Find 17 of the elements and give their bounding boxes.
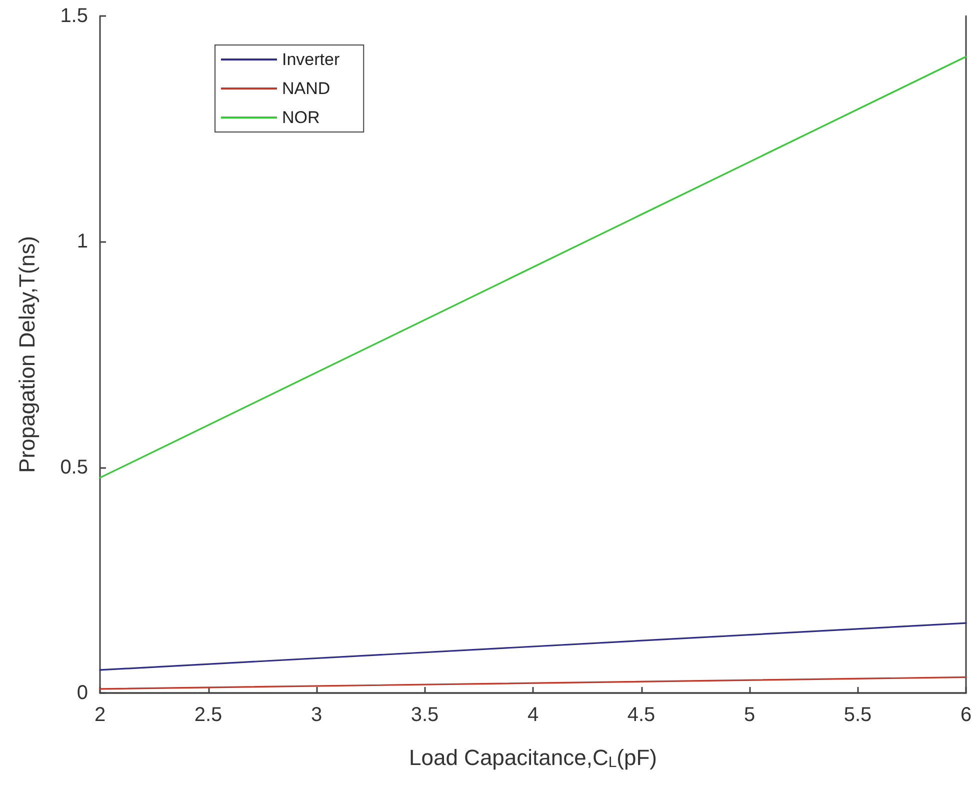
x-tick-label: 4.5: [627, 704, 656, 726]
y-tick-label: 0.5: [60, 456, 88, 478]
y-tick-label: 0: [76, 682, 88, 704]
x-tick-label: 2: [94, 704, 106, 726]
x-tick-label: 6: [960, 704, 972, 726]
legend-label: NOR: [282, 108, 320, 127]
y-tick-label: 1: [76, 230, 88, 253]
y-axis-title: Propagation Delay,T(ns): [14, 236, 40, 473]
x-tick-label: 5.5: [844, 704, 872, 726]
x-tick-label: 3.5: [410, 704, 439, 726]
x-tick-label: 3: [310, 704, 322, 726]
x-tick-label: 4: [527, 704, 539, 726]
x-tick-label: 2.5: [194, 704, 222, 726]
x-tick-label: 5: [744, 704, 756, 726]
legend-label: Inverter: [282, 50, 340, 69]
legend-label: NAND: [282, 79, 330, 98]
y-tick-label: 1.5: [60, 5, 88, 27]
